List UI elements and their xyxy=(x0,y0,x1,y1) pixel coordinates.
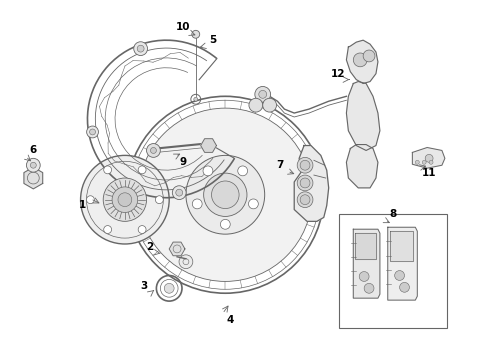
Text: 2: 2 xyxy=(146,242,153,252)
Circle shape xyxy=(248,199,258,209)
Circle shape xyxy=(203,166,213,176)
Polygon shape xyxy=(355,233,376,259)
Circle shape xyxy=(249,98,263,112)
Circle shape xyxy=(394,271,405,280)
Circle shape xyxy=(363,50,375,62)
Circle shape xyxy=(263,98,276,112)
Polygon shape xyxy=(169,242,185,256)
Circle shape xyxy=(186,156,265,234)
Circle shape xyxy=(192,199,202,209)
Polygon shape xyxy=(413,148,445,168)
Circle shape xyxy=(147,144,160,157)
Text: 7: 7 xyxy=(276,160,283,170)
Circle shape xyxy=(204,173,247,216)
Circle shape xyxy=(353,53,367,67)
Circle shape xyxy=(104,226,112,234)
Text: 1: 1 xyxy=(79,199,86,210)
Text: 11: 11 xyxy=(422,168,437,178)
Circle shape xyxy=(192,30,200,38)
Polygon shape xyxy=(346,82,380,150)
Circle shape xyxy=(150,148,156,153)
Text: 5: 5 xyxy=(209,35,216,45)
Polygon shape xyxy=(353,229,380,298)
Text: 4: 4 xyxy=(226,315,234,325)
Circle shape xyxy=(138,166,146,174)
Polygon shape xyxy=(294,145,329,221)
Polygon shape xyxy=(346,145,378,188)
Text: 9: 9 xyxy=(179,157,187,167)
Circle shape xyxy=(300,160,310,170)
Circle shape xyxy=(90,129,96,135)
Circle shape xyxy=(297,192,313,208)
Polygon shape xyxy=(346,40,378,84)
Circle shape xyxy=(359,271,369,282)
Circle shape xyxy=(172,186,186,199)
Circle shape xyxy=(104,166,112,174)
Circle shape xyxy=(416,160,419,164)
Text: 6: 6 xyxy=(30,145,37,156)
Circle shape xyxy=(220,219,230,229)
Circle shape xyxy=(139,108,312,282)
Circle shape xyxy=(425,154,433,162)
Circle shape xyxy=(212,181,239,208)
Polygon shape xyxy=(201,139,217,152)
Circle shape xyxy=(118,193,132,207)
Circle shape xyxy=(297,157,313,173)
Circle shape xyxy=(300,178,310,188)
Circle shape xyxy=(259,90,267,98)
Circle shape xyxy=(103,178,147,221)
Circle shape xyxy=(422,160,426,164)
Circle shape xyxy=(155,196,163,204)
Circle shape xyxy=(80,156,169,244)
Circle shape xyxy=(364,283,374,293)
Text: 3: 3 xyxy=(140,281,147,291)
Circle shape xyxy=(112,187,138,212)
Circle shape xyxy=(255,86,270,102)
Bar xyxy=(339,215,447,328)
Circle shape xyxy=(399,282,410,292)
Circle shape xyxy=(137,45,144,52)
Circle shape xyxy=(176,189,183,196)
Circle shape xyxy=(26,158,40,172)
Polygon shape xyxy=(388,227,417,300)
Text: 12: 12 xyxy=(331,69,346,79)
Polygon shape xyxy=(24,167,43,189)
Circle shape xyxy=(297,175,313,191)
Circle shape xyxy=(138,226,146,234)
Circle shape xyxy=(164,283,174,293)
Circle shape xyxy=(86,196,95,204)
Circle shape xyxy=(300,195,310,204)
Circle shape xyxy=(179,255,193,269)
Text: 10: 10 xyxy=(176,22,190,32)
Circle shape xyxy=(429,160,433,164)
Circle shape xyxy=(30,162,36,168)
Circle shape xyxy=(134,42,147,55)
Circle shape xyxy=(194,97,198,101)
Circle shape xyxy=(87,126,98,138)
Text: 8: 8 xyxy=(389,210,396,220)
Polygon shape xyxy=(390,231,414,261)
Circle shape xyxy=(238,166,247,176)
